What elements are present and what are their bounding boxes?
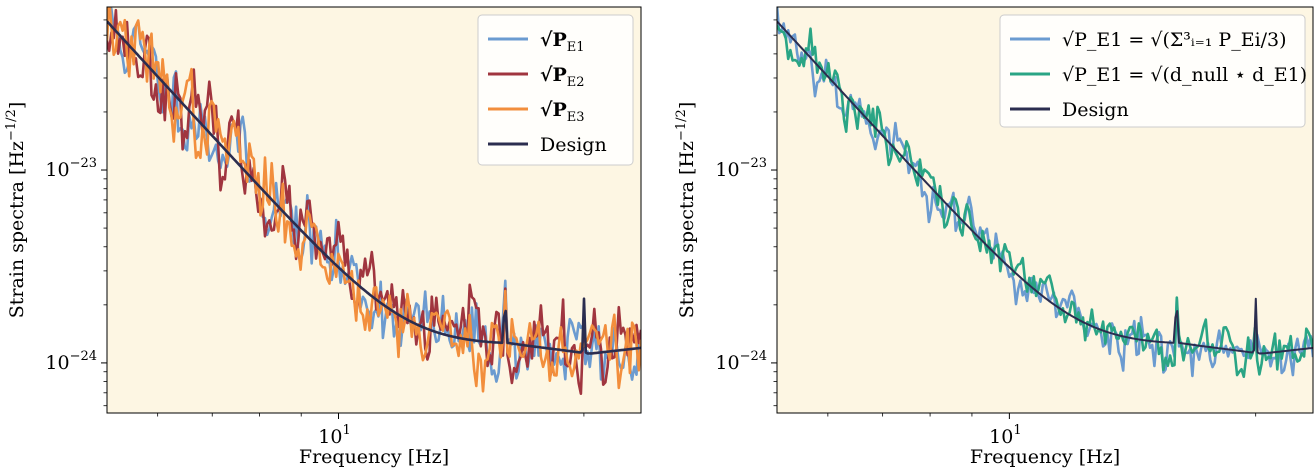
y-tick-label: 10−24 bbox=[45, 349, 97, 374]
y-tick-label: 10−23 bbox=[715, 156, 767, 181]
legend-label-4: Design bbox=[540, 134, 607, 156]
series-lines bbox=[777, 7, 1313, 378]
y-tick-label: 10−24 bbox=[715, 349, 767, 374]
x-tick-label: 101 bbox=[989, 423, 1021, 448]
y-axis-label: Strain spectra [Hz−1/2] bbox=[4, 102, 28, 319]
x-tick-label: 101 bbox=[318, 423, 350, 448]
series-line-3 bbox=[777, 20, 1313, 355]
legend: √PE1 √PE2 √PE3 Design bbox=[477, 14, 634, 166]
y-tick-label: 10−23 bbox=[45, 156, 97, 181]
legend-label-3: Design bbox=[1062, 99, 1129, 121]
legend-box bbox=[999, 14, 1306, 128]
plot-frame bbox=[776, 6, 1314, 414]
plot-frame bbox=[106, 6, 642, 414]
legend-label-1: √P_E1 = √(Σ³ᵢ₌₁ P_Ei/3) bbox=[1062, 29, 1287, 51]
legend: √P_E1 = √(Σ³ᵢ₌₁ P_Ei/3) √P_E1 = √(d_null … bbox=[999, 14, 1307, 128]
legend-label-3: √PE3 bbox=[540, 99, 585, 125]
legend-label-2: √PE2 bbox=[540, 64, 585, 90]
series-lines bbox=[107, 7, 641, 395]
series-line-4 bbox=[107, 20, 641, 355]
legend-label-1: √PE1 bbox=[540, 29, 585, 55]
legend-label-2: √P_E1 = √(d_null ⋆ d_E1) bbox=[1062, 64, 1307, 86]
legend-box bbox=[477, 14, 634, 166]
y-axis-label: Strain spectra [Hz−1/2] bbox=[674, 102, 698, 319]
x-axis-label: Frequency [Hz] bbox=[299, 446, 449, 468]
x-axis-label: Frequency [Hz] bbox=[970, 446, 1120, 468]
series-line-3 bbox=[107, 7, 641, 393]
